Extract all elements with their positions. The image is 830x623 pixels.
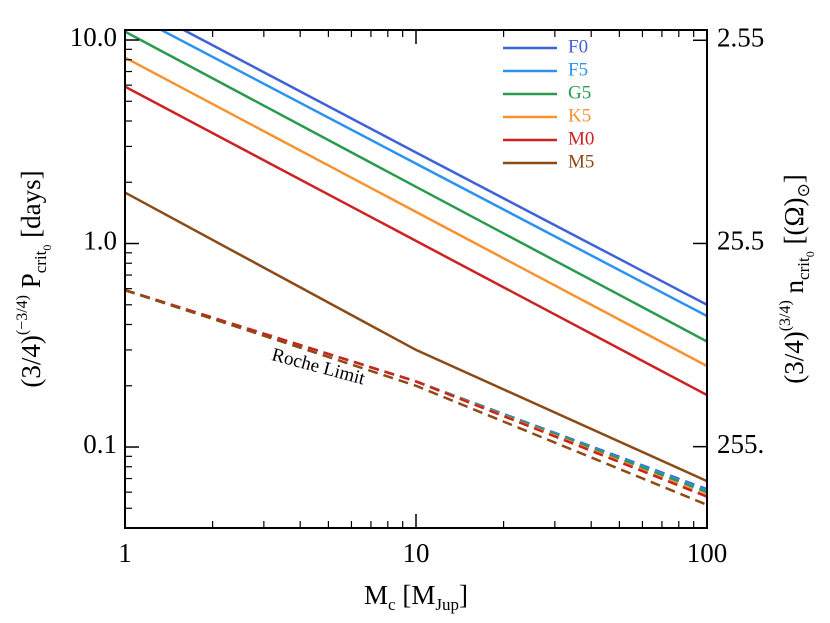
series-line (125, 85, 707, 397)
legend-label: K5 (568, 105, 591, 126)
y2-tick-label: 2.55 (717, 22, 764, 52)
y-axis-label-part: P (16, 273, 46, 295)
legend-label: M5 (568, 151, 594, 172)
y2-axis-label-part: 0 (803, 251, 817, 257)
x-axis-label-part: [M (396, 580, 436, 610)
y2-axis-label-part: ⊙ (794, 183, 813, 197)
plot-lines (125, 30, 707, 506)
series-line (181, 30, 707, 306)
annotation: Roche Limit (269, 344, 367, 389)
x-tick-label: 1 (118, 538, 132, 568)
y2-axis-label-part: ] (779, 174, 809, 183)
y-tick-label: 1.0 (83, 226, 117, 256)
y2-axis-label-part: [(Ω) (779, 197, 809, 251)
series-line (158, 30, 707, 318)
roche-line (125, 288, 707, 498)
x-tick-label: 100 (687, 538, 728, 568)
x-axis-label: Mc [MJup] (364, 580, 468, 614)
legend-label: M0 (568, 128, 594, 149)
legend-label: F0 (568, 36, 588, 57)
x-tick-label: 10 (403, 538, 430, 568)
y2-axis-label-part: n (779, 279, 809, 300)
x-axis-label-part: Jup (435, 595, 459, 614)
y2-tick-label: 255. (717, 429, 764, 459)
x-axis-label-part: c (388, 595, 396, 614)
series-line (125, 191, 707, 483)
series-line (125, 30, 707, 343)
y2-tick-label: 25.5 (717, 226, 764, 256)
y2-axis-label: (3/4)(3/4) ncrit0 [(Ω)⊙] (777, 174, 817, 384)
y-axis-label-part: (−3/4) (14, 295, 31, 335)
x-axis-label-part: M (364, 580, 388, 610)
y-axis-label-part: crit (31, 250, 50, 273)
y2-axis-label-part: crit (794, 257, 813, 280)
y-axis-label-part: (3/4) (16, 335, 46, 387)
y-axis-label-part: [days] (16, 170, 46, 244)
legend-label: G5 (568, 82, 591, 103)
legend-label: F5 (568, 59, 588, 80)
y-tick-label: 0.1 (83, 429, 117, 459)
y-axis-label-part: 0 (40, 245, 54, 251)
series-line (125, 56, 707, 368)
roche-line (125, 288, 707, 506)
y-tick-label: 10.0 (70, 22, 117, 52)
y2-axis-label-part: (3/4) (777, 300, 794, 331)
y-axis-label: (3/4)(−3/4) Pcrit0 [days] (14, 170, 54, 387)
x-axis-label-part: ] (459, 580, 468, 610)
y2-axis-label-part: (3/4) (779, 331, 809, 383)
